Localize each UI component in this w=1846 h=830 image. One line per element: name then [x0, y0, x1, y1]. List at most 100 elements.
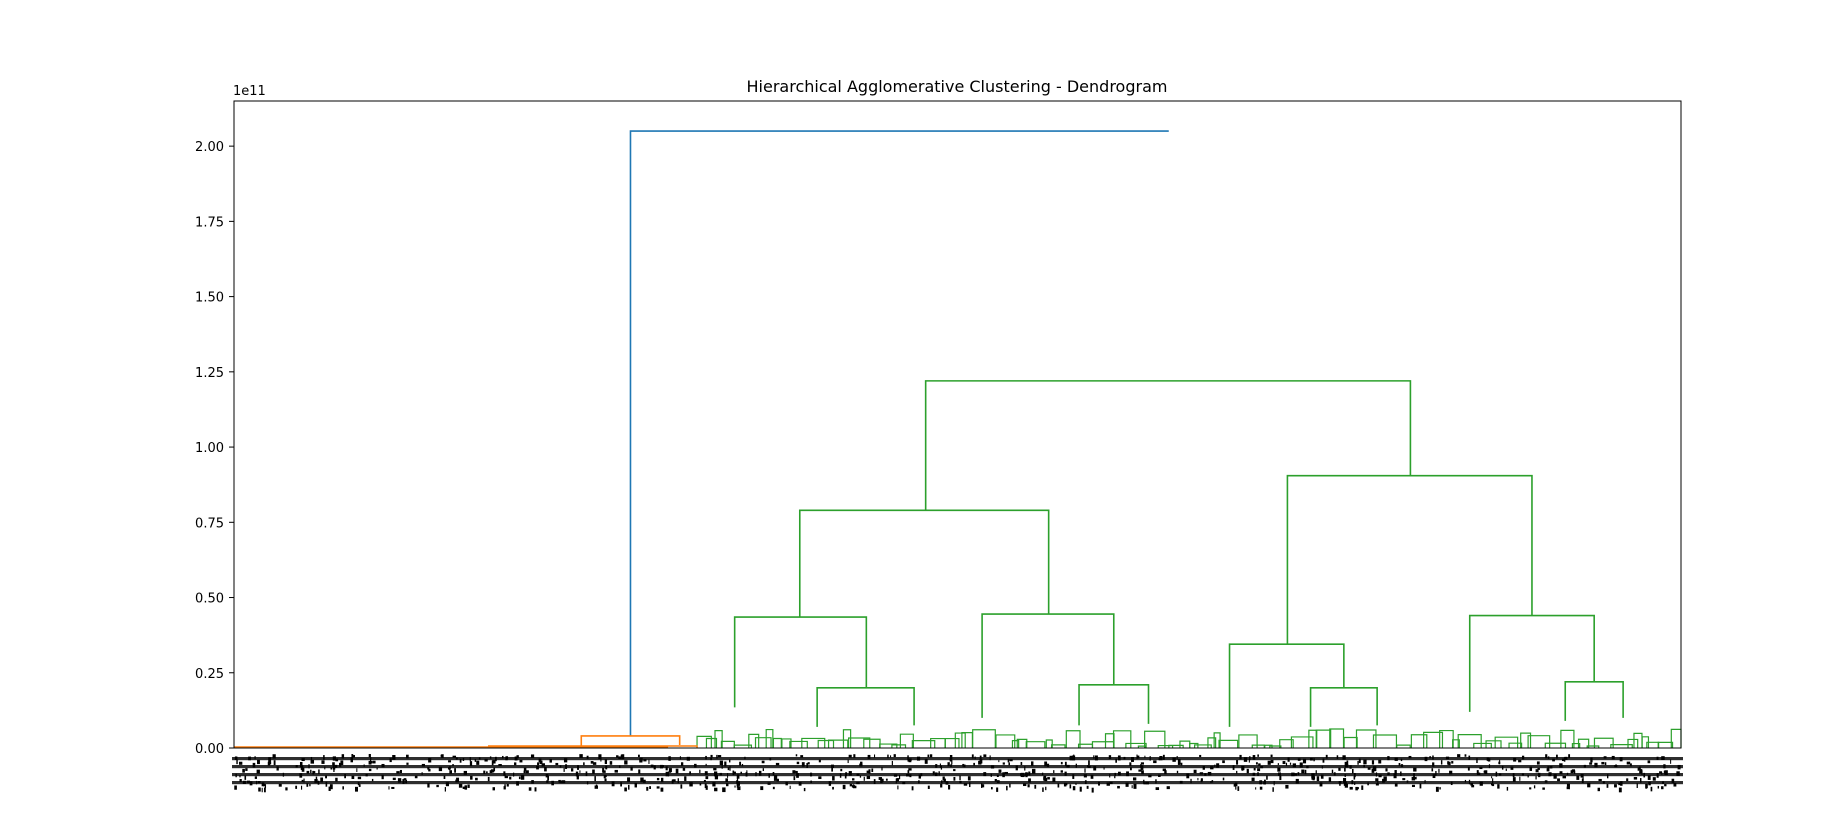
leaf-label-mark [1259, 786, 1263, 790]
fine-merge-link [1627, 738, 1639, 748]
dendrogram-link [924, 380, 1412, 511]
leaf-label-mark [1629, 763, 1632, 767]
fine-merge-link [1527, 735, 1551, 748]
leaf-label-mark [1419, 783, 1422, 789]
leaf-label-mark [1645, 786, 1647, 789]
leaf-label-mark [898, 774, 901, 780]
fine-merge-link [954, 732, 966, 748]
leaf-label-mark [795, 754, 798, 757]
leaf-label-mark [1072, 774, 1075, 779]
leaf-label-mark [801, 762, 805, 767]
leaf-label-mark [1439, 787, 1441, 790]
leaf-label-mark [325, 775, 328, 779]
leaf-label-mark [1053, 770, 1055, 774]
fine-merge-link [1065, 730, 1081, 748]
leaf-label-mark [1394, 771, 1397, 774]
leaf-label-row [232, 757, 1683, 761]
leaf-label-mark [1476, 758, 1478, 764]
leaf-label-mark [740, 771, 743, 775]
fine-merge-link [748, 733, 760, 748]
leaf-label-mark [897, 785, 899, 790]
leaf-label-mark [1131, 785, 1133, 789]
leaf-label-mark [656, 786, 660, 789]
leaf-label-mark [463, 770, 468, 775]
flat-merge-link [487, 745, 698, 748]
leaf-label-mark [981, 783, 983, 788]
leaf-label-mark [449, 770, 452, 774]
leaf-label-mark [1197, 777, 1199, 781]
leaf-label-mark [800, 755, 804, 758]
leaf-label-mark [602, 767, 605, 773]
leaf-label-mark [842, 784, 846, 790]
fine-merge-link [1137, 745, 1147, 748]
leaf-label-mark [340, 760, 344, 766]
leaf-label-mark [447, 767, 450, 770]
leaf-label-mark [878, 777, 882, 780]
leaf-label-mark [980, 759, 983, 764]
y-tick-label: 0.00 [195, 742, 224, 757]
leaf-label-mark [329, 787, 331, 791]
leaf-label-mark [1331, 769, 1334, 774]
leaf-label-mark [1568, 786, 1570, 790]
leaf-label-row [232, 773, 1683, 777]
fine-merge-link [1473, 742, 1492, 748]
leaf-label-mark [539, 760, 543, 765]
leaf-label-mark [261, 787, 263, 793]
leaf-label-mark [1652, 777, 1656, 781]
leaf-label-mark [1385, 768, 1388, 772]
fine-merge-link [789, 740, 808, 748]
leaf-label-mark [1193, 769, 1197, 774]
fine-merge-link [754, 737, 772, 748]
dendrogram-link [816, 687, 915, 727]
fine-merge-link [1011, 740, 1020, 748]
leaf-label-mark [356, 768, 358, 772]
leaf-label-mark [1301, 769, 1305, 774]
leaf-label-mark [541, 763, 545, 767]
leaf-label-mark [677, 778, 679, 784]
leaf-label-mark [397, 778, 402, 783]
leaf-label-mark [1027, 784, 1030, 788]
leaf-label-mark [640, 777, 644, 783]
fine-merge-link [1457, 733, 1482, 748]
leaf-label-mark [449, 767, 451, 771]
leaf-label-mark [306, 783, 309, 787]
leaf-label-mark [1492, 778, 1494, 784]
leaf-label-mark [403, 778, 407, 781]
leaf-label-mark [1413, 777, 1417, 780]
leaf-label-mark [1663, 770, 1666, 774]
leaf-label-mark [638, 769, 641, 774]
leaf-label-mark [1506, 786, 1509, 791]
leaf-label-mark [1438, 768, 1440, 773]
leaf-label-mark [1372, 769, 1374, 773]
leaf-label-mark [1257, 754, 1259, 757]
leaf-label-mark [325, 781, 328, 787]
leaf-label-mark [734, 785, 736, 788]
leaf-label-mark [1282, 761, 1286, 765]
leaf-label-mark [538, 758, 542, 763]
leaf-label-mark [996, 787, 999, 792]
leaf-label-mark [648, 759, 650, 764]
leaf-label-mark [1093, 766, 1097, 771]
leaf-label-mark [269, 761, 272, 765]
chart-title: Hierarchical Agglomerative Clustering - … [747, 77, 1168, 96]
leaf-label-mark [427, 783, 430, 788]
fine-merge-link [1168, 744, 1184, 748]
leaf-label-mark [1043, 775, 1047, 780]
leaf-label-mark [660, 777, 664, 783]
leaf-label-mark [967, 776, 971, 781]
leaf-label-mark [1267, 760, 1271, 765]
fine-merge-link [1238, 734, 1258, 748]
fine-merge-link [1264, 744, 1273, 748]
leaf-label-mark [444, 787, 446, 792]
leaf-label-mark [368, 754, 371, 758]
leaf-label-mark [276, 766, 279, 771]
leaf-label-mark [330, 767, 333, 770]
leaf-label-mark [634, 782, 637, 788]
leaf-label-mark [301, 785, 303, 790]
leaf-label-mark [368, 760, 372, 765]
leaf-label-mark [724, 761, 727, 767]
leaf-label-mark [1535, 776, 1537, 780]
leaf-label-mark [1372, 766, 1377, 772]
leaf-label-mark [847, 759, 849, 764]
leaf-label-mark [689, 771, 692, 775]
